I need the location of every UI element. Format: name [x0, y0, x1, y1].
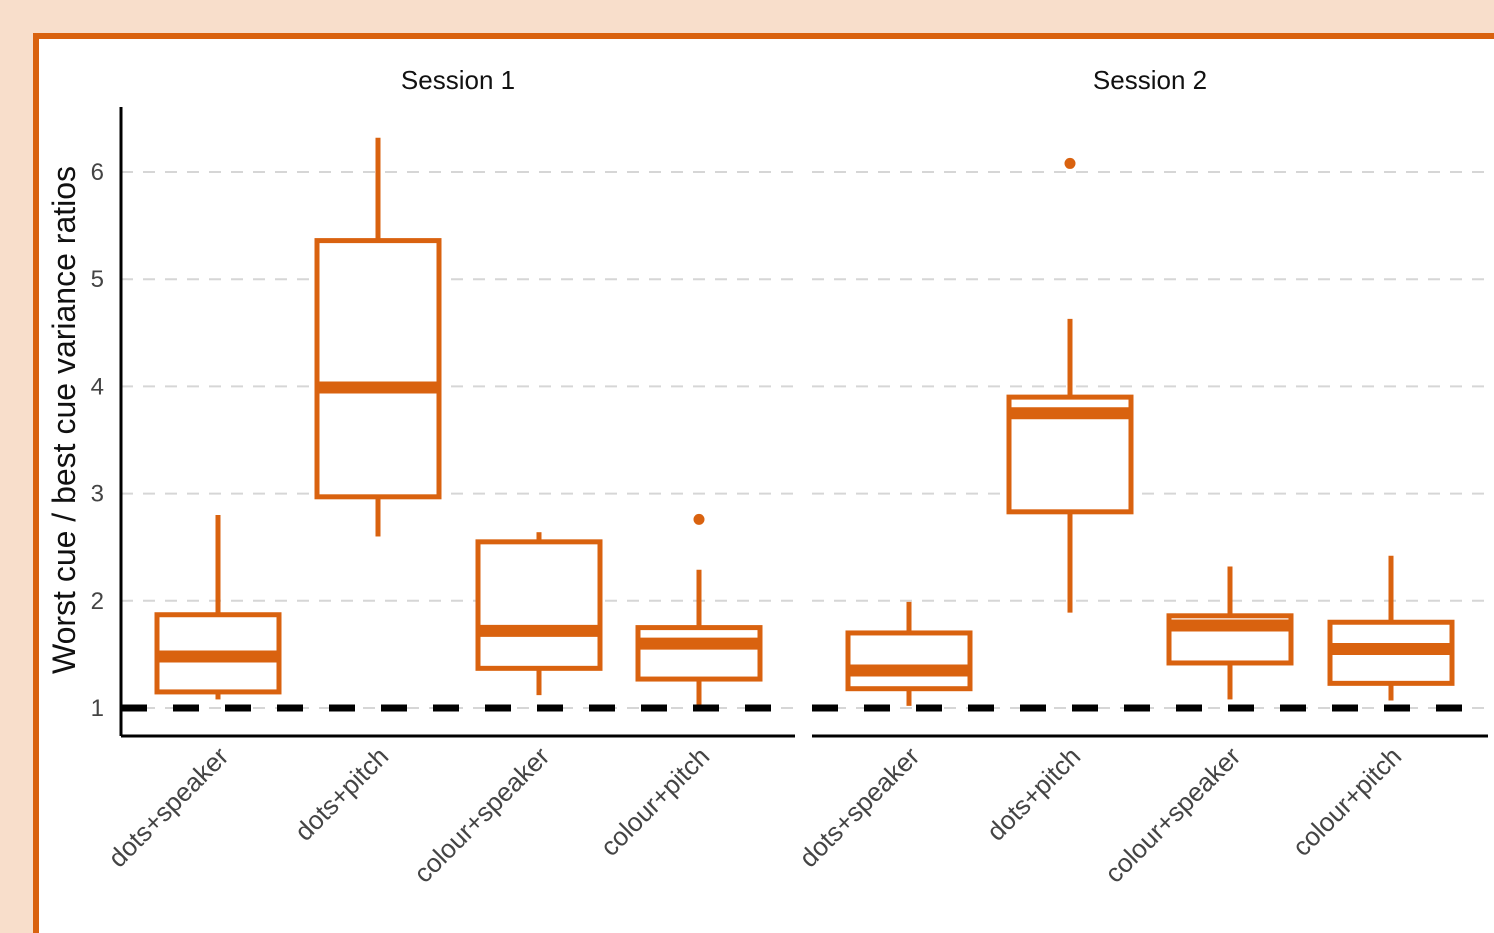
y-tick-label: 2	[91, 588, 104, 615]
x-tick-label: dots+pitch	[981, 741, 1087, 847]
y-tick-label: 3	[91, 481, 104, 508]
iqr-box	[845, 630, 973, 692]
plot-frame: Worst cue / best cue variance ratios 1 2 3 4…	[33, 33, 1494, 933]
x-tick-label: colour+speaker	[1099, 741, 1247, 889]
x-tick-label: dots+pitch	[289, 741, 395, 847]
y-tick-label: 6	[91, 159, 104, 186]
y-axis-label: Worst cue / best cue variance ratios	[46, 166, 82, 674]
outlier-point	[693, 513, 705, 525]
y-tick-label: 4	[91, 373, 104, 400]
outlier-point	[1064, 157, 1076, 169]
panel-title: Session 1	[401, 65, 515, 95]
y-tick-label: 5	[91, 266, 104, 293]
boxplot-chart: Worst cue / best cue variance ratios 1 2 3 4…	[46, 65, 1488, 889]
iqr-box	[635, 625, 763, 682]
x-tick-label: colour+pitch	[594, 741, 715, 862]
x-tick-label: colour+speaker	[408, 741, 556, 889]
x-tick-label: colour+pitch	[1286, 741, 1407, 862]
x-tick-label: dots+speaker	[102, 741, 234, 873]
y-tick-label: 1	[91, 695, 104, 722]
x-tick-label: dots+speaker	[793, 741, 925, 873]
panel-title: Session 2	[1093, 65, 1207, 95]
iqr-box	[314, 238, 442, 500]
iqr-box	[475, 539, 603, 671]
